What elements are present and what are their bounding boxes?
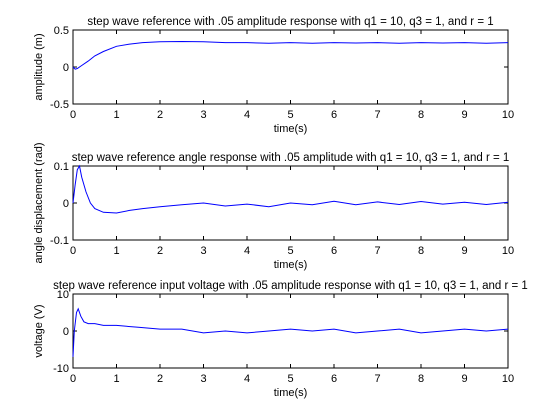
x-tick-label: 2	[157, 245, 163, 257]
x-tick-label: 7	[374, 109, 380, 121]
x-tick-label: 7	[374, 245, 380, 257]
x-tick-label: 9	[461, 373, 467, 385]
y-axis-label-1: amplitude (m)	[33, 33, 45, 100]
x-tick-label: 9	[461, 109, 467, 121]
y-tick-label: -0.5	[50, 99, 69, 111]
y-axis-label-3: voltage (V)	[33, 304, 45, 357]
x-tick-label: 10	[502, 373, 514, 385]
y-axis-label-2: angle displacement (rad)	[33, 142, 45, 263]
y-tick-label: 0	[63, 62, 69, 74]
x-tick-label: 8	[418, 109, 424, 121]
x-tick-label: 4	[244, 373, 250, 385]
x-tick-label: 2	[157, 109, 163, 121]
x-tick-label: 5	[287, 109, 293, 121]
x-tick-label: 3	[200, 373, 206, 385]
subplot-title-3: step wave reference input voltage with .…	[53, 280, 528, 292]
y-tick-label: 0	[63, 198, 69, 210]
x-tick-label: 10	[502, 245, 514, 257]
y-tick-label: 0	[63, 326, 69, 338]
subplot-3: step wave reference input voltage with .…	[33, 280, 528, 399]
x-tick-label: 1	[113, 373, 119, 385]
x-tick-label: 3	[200, 245, 206, 257]
axes-box-3	[72, 293, 509, 369]
y-tick-label: -0.1	[50, 235, 69, 247]
x-tick-label: 9	[461, 245, 467, 257]
x-tick-label: 10	[502, 109, 514, 121]
series-line-2-1	[72, 164, 509, 214]
subplot-1: step wave reference with .05 amplitude r…	[33, 16, 514, 135]
x-tick-label: 5	[287, 373, 293, 385]
x-axis-label-3: time(s)	[274, 387, 308, 399]
subplot-title-1: step wave reference with .05 amplitude r…	[87, 16, 493, 28]
y-tick-label: 10	[57, 289, 69, 301]
x-tick-label: 7	[374, 373, 380, 385]
x-axis-label-2: time(s)	[274, 259, 308, 271]
y-tick-label: 0.1	[54, 161, 69, 173]
y-tick-label: 0.5	[54, 25, 69, 37]
subplot-title-2: step wave reference angle response with …	[72, 152, 510, 164]
axes-box-1	[72, 29, 509, 105]
x-tick-label: 5	[287, 245, 293, 257]
x-tick-label: 4	[244, 109, 250, 121]
x-tick-label: 1	[113, 109, 119, 121]
x-tick-label: 6	[331, 245, 337, 257]
x-tick-label: 3	[200, 109, 206, 121]
x-tick-label: 0	[70, 109, 76, 121]
series-line-3-1	[72, 307, 509, 357]
x-tick-label: 2	[157, 373, 163, 385]
x-tick-label: 8	[418, 373, 424, 385]
x-tick-label: 4	[244, 245, 250, 257]
series-line-1-1	[72, 40, 509, 70]
x-tick-label: 1	[113, 245, 119, 257]
x-tick-label: 6	[331, 109, 337, 121]
x-tick-label: 0	[70, 245, 76, 257]
x-tick-label: 0	[70, 373, 76, 385]
subplot-2: step wave reference angle response with …	[33, 142, 514, 271]
x-axis-label-1: time(s)	[274, 123, 308, 135]
y-tick-label: -10	[53, 363, 69, 375]
x-tick-label: 6	[331, 373, 337, 385]
x-tick-label: 8	[418, 245, 424, 257]
